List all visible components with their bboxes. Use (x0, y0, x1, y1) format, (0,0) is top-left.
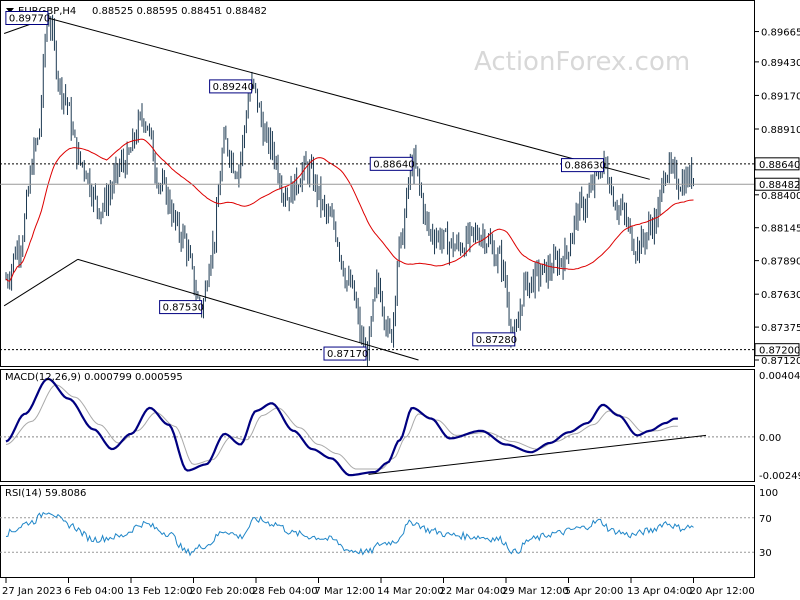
macd-title: MACD(12,26,9) 0.000799 0.000595 (5, 372, 183, 383)
price-tick-label: 0.88400 (761, 191, 800, 202)
price-label-box (561, 158, 604, 173)
trendline (3, 258, 79, 307)
date-tick-label: 5 Apr 20:00 (565, 586, 624, 597)
price-tick-label: 0.87890 (761, 257, 800, 268)
date-tick-label: 27 Jan 2023 (2, 586, 62, 597)
price-level-box (754, 343, 800, 357)
price-tick-label: 0.89170 (761, 91, 800, 102)
price-tick-label: 0.87375 (761, 323, 800, 334)
price-level-text: 0.88640 (759, 160, 800, 171)
date-tick-label: 7 Mar 12:00 (315, 586, 375, 597)
signal-line (5, 384, 678, 470)
price-level-text: 0.88482 (759, 180, 800, 191)
price-label: 0.87280 (472, 332, 517, 347)
price-label-text: 0.87280 (476, 335, 517, 346)
price-label-text: 0.88640 (373, 159, 414, 170)
trendline (77, 258, 419, 361)
price-level-box (754, 177, 800, 191)
watermark: ActionForex.com (474, 47, 690, 77)
rsi-tick-label: 100 (759, 488, 778, 499)
price-tick-label: 0.87630 (761, 290, 800, 301)
price-label: 0.88630 (561, 158, 606, 173)
price-label: 0.87170 (323, 346, 368, 361)
macd-plot (0, 377, 754, 477)
date-tick-label: 20 Apr 12:00 (690, 586, 755, 597)
macd-trendline (368, 434, 707, 475)
date-tick-label: 13 Feb 12:00 (127, 586, 193, 597)
price-level-text: 0.87200 (759, 346, 800, 357)
date-tick-label: 6 Feb 04:00 (65, 586, 124, 597)
axes: 0.89665 0.89430 0.89170 0.88910 0.88400 0.881… (2, 28, 800, 597)
price-label-box (369, 156, 413, 171)
main-panel (0, 0, 755, 367)
rsi-tick-label: 30 (759, 548, 772, 559)
date-tick-label: 13 Apr 04:00 (627, 586, 692, 597)
price-level-box (754, 157, 800, 171)
date-tick-label: 28 Feb 04:00 (252, 586, 318, 597)
macd-tick-label: 0.004049 (759, 371, 800, 382)
price-plot (0, 12, 754, 366)
trendline (47, 17, 650, 180)
price-tick-label: 0.89430 (761, 58, 800, 69)
date-tick-label: 29 Mar 12:00 (502, 586, 569, 597)
macd-tick-label: -0.002492 (759, 471, 800, 482)
rsi-title: RSI(14) 59.8086 (5, 488, 86, 499)
price-label-box (209, 79, 253, 94)
date-tick-label: 14 Mar 20:00 (377, 586, 444, 597)
rsi-tick-label: 70 (759, 514, 772, 525)
collapse-triangle-icon[interactable] (6, 8, 14, 13)
rsi-panel (0, 485, 755, 578)
price-label-box (472, 332, 516, 347)
price-label: 0.88640 (369, 156, 415, 171)
macd-line (5, 377, 678, 477)
price-label-text: 0.87530 (163, 303, 204, 314)
price-label: 0.89770 (5, 11, 50, 25)
rsi-plot (0, 511, 754, 557)
price-label-box (323, 346, 367, 361)
rsi-line (5, 511, 694, 557)
price-label: 0.87530 (159, 300, 204, 315)
price-tick-label: 0.88145 (761, 224, 800, 235)
macd-tick-label: 0.00 (759, 433, 781, 444)
ohlc-values: 0.88525 0.88595 0.88451 0.88482 (92, 6, 267, 17)
price-label-box (159, 300, 203, 315)
price-tick-label: 0.89665 (761, 28, 800, 39)
date-tick-label: 22 Mar 04:00 (440, 586, 507, 597)
price-label-text: 0.89240 (213, 82, 254, 93)
moving-average-line (5, 138, 694, 282)
price-tick-label: 0.88910 (761, 125, 800, 136)
price-label-text: 0.89770 (9, 14, 50, 25)
price-tick-label: 0.87120 (761, 356, 800, 367)
price-label-box (5, 11, 49, 25)
date-tick-label: 20 Feb 20:00 (190, 586, 256, 597)
price-label: 0.89240 (209, 79, 254, 94)
price-labels: 0.89770 0.89240 0.87530 0.87170 0.88640 0.872… (5, 11, 606, 361)
macd-panel (0, 369, 755, 482)
price-label-text: 0.87170 (327, 349, 368, 360)
price-label-text: 0.88630 (565, 161, 606, 172)
